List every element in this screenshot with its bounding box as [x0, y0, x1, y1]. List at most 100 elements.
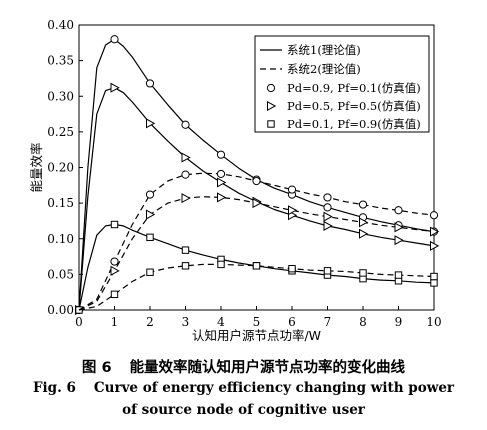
legend-entry: Pd=0.9, Pf=0.1(仿真值) [266, 81, 421, 95]
series-line [78, 172, 435, 311]
caption-en-label: Fig. 6 [32, 380, 76, 396]
energy-efficiency-chart: 0 1 2 3 4 5 6 7 8 9 10 0.00 0.05 0.10 0.15 0.20 0.25 0.30… [29, 18, 442, 343]
series-marker [323, 220, 333, 231]
series-marker [110, 257, 119, 266]
x-tick-label: 5 [253, 315, 261, 329]
series-marker [217, 177, 227, 188]
series-marker [216, 150, 226, 159]
y-axis-label: 能量效率 [29, 142, 44, 192]
legend: 系统1(理论值) 系统2(理论值) Pd=0.9, Pf=0.1(仿真值) Pd=0.… [254, 35, 430, 133]
y-tick-label: 0.10 [47, 232, 74, 246]
series-marker [110, 35, 119, 44]
series-marker [216, 169, 226, 179]
series-marker [358, 200, 368, 209]
caption-zh-text: 能量效率随认知用户源节点功率的变化曲线 [129, 360, 406, 376]
legend-label: 系统2(理论值) [287, 62, 361, 76]
legend-entry: Pd=0.5, Pf=0.5(仿真值) [267, 99, 421, 113]
series-marker [110, 220, 119, 229]
series-marker [181, 152, 191, 163]
series-marker [394, 235, 404, 246]
series-marker [359, 228, 369, 239]
legend-entry: 系统2(理论值) [260, 62, 361, 76]
series-marker [323, 203, 332, 212]
series-marker [394, 206, 403, 215]
caption-zh-label: 图 6 [81, 360, 112, 376]
series-marker [181, 246, 190, 254]
series-line [78, 263, 435, 311]
series-marker [394, 271, 403, 279]
series-marker [181, 120, 190, 129]
series-marker [146, 268, 154, 276]
caption-en-line2: of source node of cognitive user [0, 402, 487, 418]
series-marker [394, 222, 404, 233]
x-tick-label: 1 [111, 315, 119, 329]
series-marker [323, 267, 332, 275]
caption-en-text-2: of source node of cognitive user [122, 402, 365, 418]
series-marker [323, 211, 333, 222]
series-marker [359, 217, 369, 228]
series-marker [252, 176, 261, 186]
series-5 [78, 192, 440, 311]
series-marker [110, 265, 120, 276]
y-tick-label: 0.15 [47, 196, 74, 210]
y-tick-label: 0.20 [47, 161, 74, 175]
y-tick-label: 0.00 [47, 303, 74, 317]
series-marker [287, 185, 297, 194]
legend-swatch-square [267, 120, 275, 128]
series-line [78, 196, 435, 311]
series-marker [145, 190, 155, 199]
series-marker [252, 262, 261, 270]
x-tick-label: 0 [75, 315, 83, 329]
legend-entry: Pd=0.1, Pf=0.9(仿真值) [267, 117, 421, 131]
series-2 [75, 82, 440, 316]
series-marker [146, 118, 156, 129]
legend-label: Pd=0.1, Pf=0.9(仿真值) [287, 117, 421, 131]
y-tick-label: 0.35 [47, 54, 74, 68]
series-marker [252, 198, 262, 209]
series-marker [359, 269, 367, 277]
series-marker [110, 82, 120, 93]
legend-label: Pd=0.5, Pf=0.5(仿真值) [287, 99, 421, 113]
x-tick-label: 6 [288, 315, 296, 329]
caption-en-line1: Fig. 6 Curve of energy efficiency changin… [0, 380, 487, 396]
caption-zh: 图 6 能量效率随认知用户源节点功率的变化曲线 [0, 356, 487, 377]
legend-label: Pd=0.9, Pf=0.1(仿真值) [287, 81, 421, 95]
series-6 [78, 260, 438, 311]
series-marker [181, 193, 191, 204]
series-marker [146, 209, 156, 220]
series-marker [429, 211, 439, 220]
series-marker [323, 193, 332, 202]
series-marker [288, 264, 296, 273]
series-marker [430, 279, 438, 287]
series-marker [145, 79, 155, 88]
series-marker [430, 272, 438, 281]
legend-swatch-circle [266, 83, 276, 93]
series-marker [288, 205, 298, 216]
y-tick-label: 0.05 [47, 267, 74, 281]
x-tick-label: 8 [359, 315, 367, 329]
legend-label: 系统1(理论值) [287, 43, 361, 57]
y-tick-label: 0.40 [47, 18, 74, 32]
series-marker [146, 233, 154, 242]
x-tick-label: 10 [426, 315, 441, 329]
series-3 [75, 220, 438, 314]
series-marker [110, 290, 119, 299]
x-tick-label: 4 [217, 315, 225, 329]
x-tick-label: 9 [395, 315, 403, 329]
y-tick-label: 0.30 [47, 89, 74, 103]
x-tick-label: 2 [146, 315, 154, 329]
caption-en-text-1: Curve of energy efficiency changing with… [93, 380, 455, 396]
series-4 [78, 169, 439, 311]
series-marker [181, 170, 190, 179]
x-tick-label: 3 [182, 315, 190, 329]
series-marker [217, 260, 225, 269]
y-tick-label: 0.25 [47, 125, 74, 139]
series-marker [430, 240, 440, 251]
series-marker [181, 262, 190, 270]
series-marker [217, 192, 227, 203]
x-tick-label: 7 [324, 315, 332, 329]
legend-entry: 系统1(理论值) [260, 43, 361, 57]
series-marker [430, 226, 440, 237]
x-axis-label: 认知用户源节点功率/W [192, 328, 321, 343]
legend-box [254, 35, 430, 133]
